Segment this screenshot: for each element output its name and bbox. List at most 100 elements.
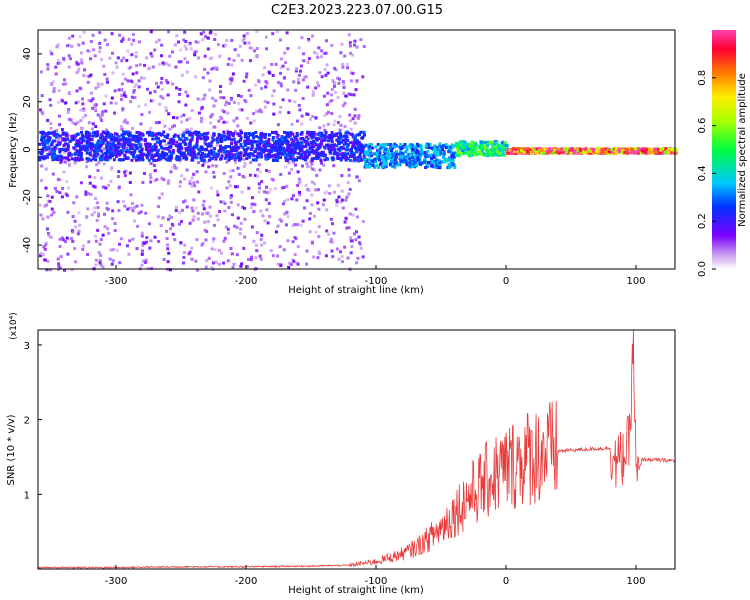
spectrogram-cell [420, 148, 424, 152]
spectrogram-cell [349, 236, 353, 240]
spectrogram-cell [81, 41, 85, 45]
spectrogram-cell [287, 154, 291, 158]
spectrogram-cell [428, 142, 432, 146]
spectrogram-cell [339, 51, 343, 55]
spectrogram-cell [200, 158, 204, 162]
spectrogram-cell [298, 149, 302, 153]
spectrogram-cell [245, 265, 249, 269]
spectrogram-cell [250, 202, 254, 206]
spectrogram-cell [79, 108, 83, 112]
spectrogram-cell [324, 73, 328, 77]
spectrogram-cell [220, 152, 224, 156]
spectrogram-cell [169, 227, 173, 231]
colorbar-ticks: 0.00.20.40.60.8 [697, 70, 716, 277]
spectrogram-cell [317, 207, 321, 211]
spectrogram-cell [310, 180, 314, 184]
spectrogram-cell [201, 151, 205, 155]
spectrogram-cell [139, 156, 143, 160]
spectrogram-cell [134, 51, 138, 55]
spectrogram-cell [351, 141, 355, 145]
spectrogram-cell [211, 164, 215, 168]
spectrogram-cell [655, 148, 659, 152]
spectrogram-cell [162, 257, 166, 261]
spectrogram-cell [43, 139, 47, 143]
spectrogram-cell [166, 217, 170, 221]
spectrogram-cell [674, 148, 678, 152]
spectrogram-cell [161, 216, 165, 220]
spectrogram-cell [571, 151, 575, 155]
spectrogram-cell [292, 146, 296, 150]
spectrogram-cell [51, 152, 55, 156]
spectrogram-cell [178, 143, 182, 147]
spectrogram-cell [279, 105, 283, 109]
spectrogram-cell [267, 137, 271, 141]
spectrogram-cell [561, 151, 565, 155]
spectrogram-cell [133, 206, 137, 210]
spectrogram-cell [155, 154, 159, 158]
spectrogram-cell [239, 151, 243, 155]
spectrogram-cell [286, 148, 290, 152]
spectrogram-cell [381, 143, 385, 147]
spectrogram-cell [345, 195, 349, 199]
spectrogram-cell [438, 163, 442, 167]
spectrogram-cell [357, 133, 361, 137]
spectrogram-cell [610, 148, 614, 152]
spectrogram-cell [344, 198, 348, 202]
spectrogram-cell [87, 240, 91, 244]
spectrogram-cell [255, 231, 259, 235]
spectrogram-cell [344, 94, 348, 98]
spectrogram-cell [483, 141, 487, 145]
spectrogram-cell [338, 135, 342, 139]
spectrogram-cell [62, 170, 66, 174]
spectrogram-cell [338, 77, 342, 81]
spectrogram-cell [91, 106, 95, 110]
spectrogram-cell [126, 148, 130, 152]
spectrogram-cell [222, 146, 226, 150]
spectrogram-cells [38, 30, 678, 272]
spectrogram-cell [286, 88, 290, 92]
spectrogram-cell [335, 247, 339, 251]
spectrogram-cell [476, 150, 480, 154]
spectrogram-cell [68, 57, 72, 61]
spectrogram-cell [293, 253, 297, 257]
spectrogram-cell [248, 173, 252, 177]
spectrogram-cell [190, 257, 194, 261]
spectrogram-cell [180, 73, 184, 77]
spectrogram-cell [295, 138, 299, 142]
spectrogram-cell [340, 255, 344, 259]
spectrogram-cell [617, 149, 621, 153]
spectrogram-cell [146, 266, 150, 270]
spectrogram-cell [339, 200, 343, 204]
spectrogram-cell [79, 148, 83, 152]
spectrogram-cell [186, 94, 190, 98]
spectrogram-cell [361, 220, 365, 224]
spectrogram-cell [417, 144, 421, 148]
spectrogram-cell [94, 263, 98, 267]
spectrogram-cell [354, 230, 358, 234]
spectrogram-cell [309, 165, 313, 169]
spectrogram-cell [243, 217, 247, 221]
spectrogram-cell [85, 141, 89, 145]
spectrogram-cell [315, 52, 319, 56]
spectrogram-cell [121, 108, 125, 112]
spectrogram-cell [263, 219, 267, 223]
spectrogram-cell [170, 222, 174, 226]
spectrogram-cell [510, 150, 514, 154]
spectrogram-cell [157, 148, 161, 152]
spectrogram-cell [188, 180, 192, 184]
spectrogram-cell [88, 132, 92, 136]
spectrogram-cell [126, 156, 130, 160]
spectrogram-x-tick-label: 100 [626, 276, 645, 287]
spectrogram-cell [180, 138, 184, 142]
spectrogram-cell [340, 42, 344, 46]
spectrogram-cell [450, 154, 454, 158]
spectrogram-cell [319, 161, 323, 165]
spectrogram-cell [233, 185, 237, 189]
spectrogram-cell [258, 146, 262, 150]
spectrogram-cell [128, 171, 132, 175]
spectrogram-cell [209, 115, 213, 119]
spectrogram-cell [72, 201, 76, 205]
spectrogram-cell [405, 148, 409, 152]
spectrogram-cell [55, 189, 59, 193]
